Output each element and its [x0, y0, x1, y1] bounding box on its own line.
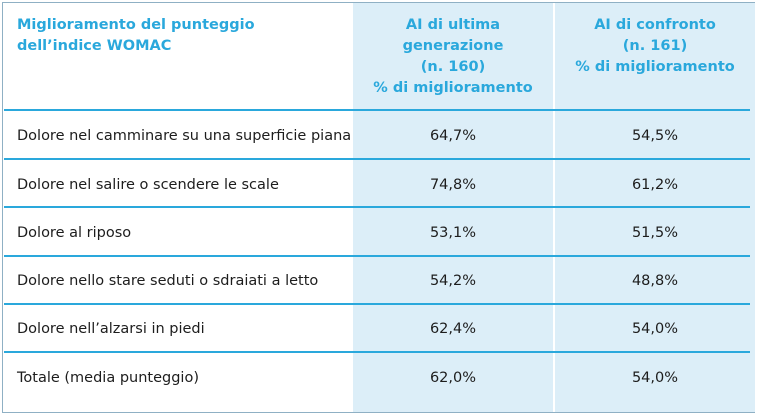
header-measure-line-1: Miglioramento del punteggio: [17, 17, 255, 33]
table-row: Totale (media punteggio) 62,0% 54,0%: [3, 355, 755, 403]
value-latest-ai: 62,0%: [429, 370, 477, 386]
row-divider: [4, 351, 750, 353]
header-latest-ai-line-3: % di miglioramento: [373, 80, 533, 96]
value-comparison-ai: 54,0%: [631, 321, 679, 337]
value-comparison-ai: 54,5%: [631, 128, 679, 144]
header-comparison-ai-line-2: (n. 161): [622, 38, 688, 54]
row-divider: [4, 206, 750, 208]
row-label: Dolore nel camminare su una superficie p…: [17, 128, 352, 144]
table-row: Dolore al riposo 53,1% 51,5%: [3, 210, 755, 258]
value-latest-ai: 53,1%: [429, 225, 477, 241]
header-latest-ai-line-1: AI di ultima generazione: [402, 17, 504, 54]
header-comparison-ai: AI di confronto (n. 161) % di migliorame…: [555, 15, 755, 78]
table-row: Dolore nello stare seduti o sdraiati a l…: [3, 258, 755, 306]
row-divider: [4, 255, 750, 257]
header-latest-ai-line-2: (n. 160): [420, 59, 486, 75]
row-divider: [4, 303, 750, 305]
row-divider: [4, 109, 750, 111]
value-comparison-ai: 54,0%: [631, 370, 679, 386]
value-comparison-ai: 48,8%: [631, 273, 679, 289]
header-comparison-ai-line-3: % di miglioramento: [575, 59, 735, 75]
row-divider: [4, 158, 750, 160]
womac-table: Miglioramento del punteggio dell’indice …: [2, 2, 755, 413]
value-comparison-ai: 61,2%: [631, 177, 679, 193]
value-latest-ai: 74,8%: [429, 177, 477, 193]
table-row: Dolore nell’alzarsi in piedi 62,4% 54,0%: [3, 306, 755, 354]
header-latest-ai: AI di ultima generazione (n. 160) % di m…: [353, 15, 553, 99]
value-latest-ai: 62,4%: [429, 321, 477, 337]
value-comparison-ai: 51,5%: [631, 225, 679, 241]
header-measure: Miglioramento del punteggio dell’indice …: [17, 15, 347, 57]
header-measure-line-2: dell’indice WOMAC: [17, 38, 172, 54]
table-row: Dolore nel salire o scendere le scale 74…: [3, 162, 755, 210]
value-latest-ai: 64,7%: [429, 128, 477, 144]
value-latest-ai: 54,2%: [429, 273, 477, 289]
row-label: Dolore nell’alzarsi in piedi: [17, 321, 205, 337]
row-label: Dolore nello stare seduti o sdraiati a l…: [17, 273, 319, 289]
row-label: Dolore al riposo: [17, 225, 132, 241]
row-label: Dolore nel salire o scendere le scale: [17, 177, 279, 193]
table-row: Dolore nel camminare su una superficie p…: [3, 113, 755, 161]
header-comparison-ai-line-1: AI di confronto: [594, 17, 716, 33]
row-label: Totale (media punteggio): [17, 370, 199, 386]
